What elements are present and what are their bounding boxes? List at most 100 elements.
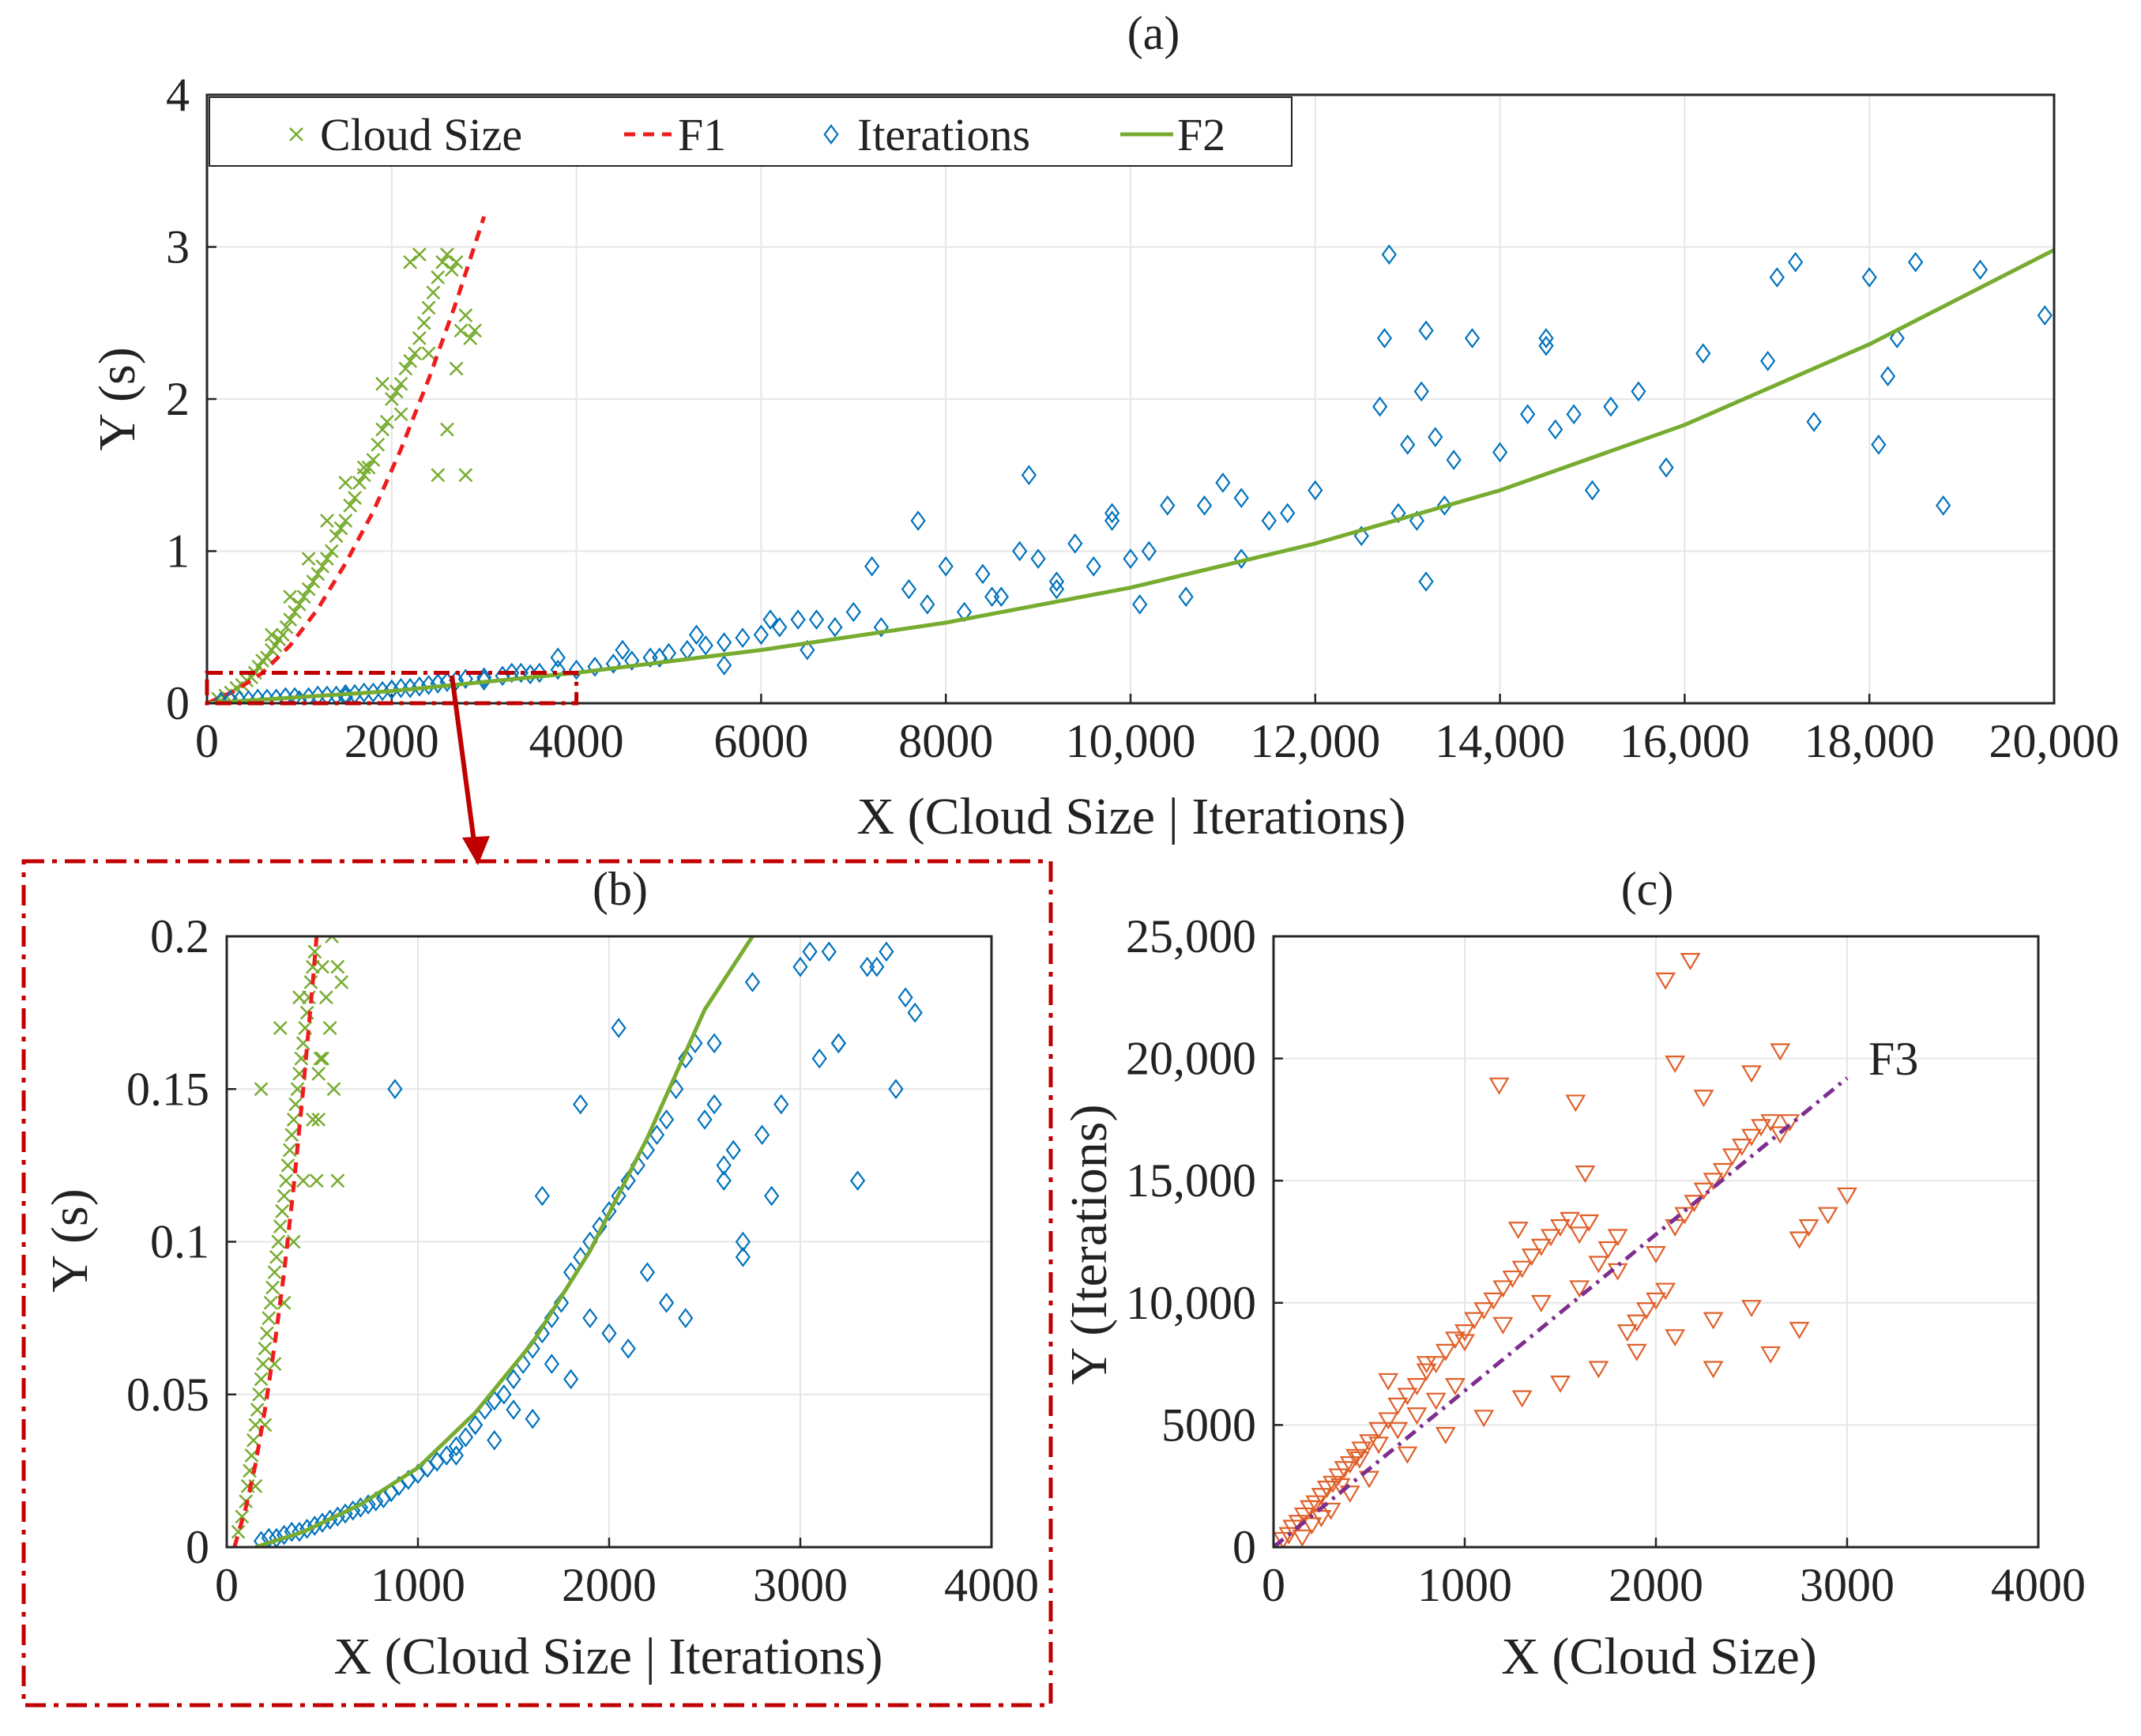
point-iterations-vs-cloud-size bbox=[1425, 1392, 1447, 1410]
point-cloud-size bbox=[371, 437, 386, 452]
panel-a-tick-labels: 0 2000 4000 6000 8000 10,000 12,000 14,000 16,00… bbox=[166, 69, 2120, 767]
point-iterations-vs-cloud-size bbox=[1741, 1300, 1762, 1318]
point-iterations bbox=[1413, 381, 1429, 402]
point-cloud-size bbox=[277, 1188, 292, 1203]
point-iterations-vs-cloud-size bbox=[1387, 1422, 1409, 1440]
point-cloud-size bbox=[366, 453, 381, 467]
panel-b-axes-frame bbox=[225, 935, 993, 1549]
point-iterations bbox=[384, 679, 400, 700]
plot-layer bbox=[1274, 953, 1857, 1547]
point-cloud-size bbox=[403, 353, 418, 368]
point-iterations bbox=[457, 1427, 474, 1448]
point-iterations bbox=[1788, 251, 1804, 273]
point-iterations bbox=[754, 1124, 770, 1146]
point-iterations-vs-cloud-size bbox=[1473, 1302, 1495, 1320]
point-iterations bbox=[1584, 480, 1601, 501]
point-cloud-size bbox=[306, 574, 321, 589]
point-iterations bbox=[1280, 503, 1296, 524]
legend-label-f1: F1 bbox=[678, 109, 726, 160]
point-iterations bbox=[1021, 465, 1037, 486]
point-cloud-size bbox=[267, 1265, 282, 1280]
point-cloud-size bbox=[393, 376, 408, 391]
point-iterations bbox=[1104, 503, 1120, 524]
panel-c: (c) 0 1000 2000 3000 4000 0 5000 10,000 15,000 20… bbox=[1060, 863, 2086, 1685]
point-iterations bbox=[1141, 540, 1157, 562]
point-iterations bbox=[1104, 510, 1120, 531]
point-cloud-size bbox=[375, 422, 389, 437]
point-iterations-vs-cloud-size bbox=[1741, 1128, 1762, 1147]
panel-b-xlabel: X (Cloud Size | Iterations) bbox=[333, 1628, 882, 1685]
point-iterations-vs-cloud-size bbox=[1712, 1162, 1733, 1181]
point-iterations-vs-cloud-size bbox=[1368, 1422, 1390, 1440]
point-iterations-vs-cloud-size bbox=[1817, 1207, 1838, 1225]
point-iterations-vs-cloud-size bbox=[1454, 1334, 1475, 1352]
point-iterations bbox=[821, 941, 837, 962]
x-tick-label: 20,000 bbox=[1989, 715, 2120, 767]
point-iterations bbox=[1233, 548, 1249, 569]
point-iterations-vs-cloud-size bbox=[1464, 1312, 1485, 1330]
point-cloud-size bbox=[431, 270, 446, 284]
point-iterations bbox=[615, 639, 630, 661]
point-iterations bbox=[735, 1231, 751, 1252]
point-iterations bbox=[1889, 328, 1905, 348]
point-cloud-size bbox=[463, 331, 478, 345]
point-iterations-vs-cloud-size bbox=[1560, 1211, 1581, 1230]
point-iterations bbox=[773, 1094, 789, 1115]
point-iterations bbox=[1048, 571, 1065, 592]
point-cloud-size bbox=[384, 392, 399, 406]
point-iterations-vs-cloud-size bbox=[1530, 1238, 1552, 1256]
y-tick-label: 0.2 bbox=[150, 910, 209, 962]
point-iterations bbox=[1936, 495, 1951, 516]
x-tick-label: 18,000 bbox=[1804, 715, 1935, 767]
point-iterations bbox=[1548, 419, 1563, 440]
point-cloud-size bbox=[468, 323, 482, 338]
point-iterations-vs-cloud-size bbox=[1305, 1495, 1326, 1513]
point-cloud-size bbox=[307, 944, 322, 959]
point-iterations bbox=[496, 1384, 512, 1405]
point-iterations bbox=[907, 1002, 923, 1023]
point-iterations bbox=[1436, 495, 1453, 516]
point-iterations bbox=[1030, 548, 1046, 569]
point-iterations bbox=[506, 1399, 521, 1420]
point-cloud-size bbox=[440, 247, 454, 262]
point-iterations-vs-cloud-size bbox=[1492, 1316, 1514, 1335]
point-cloud-size bbox=[380, 414, 394, 429]
point-iterations-vs-cloud-size bbox=[1387, 1397, 1409, 1415]
point-iterations-vs-cloud-size bbox=[1511, 1260, 1533, 1278]
point-iterations-vs-cloud-size bbox=[1779, 1114, 1800, 1132]
point-iterations bbox=[1538, 335, 1554, 356]
point-iterations bbox=[735, 1246, 751, 1267]
point-iterations bbox=[1418, 571, 1434, 592]
point-cloud-size bbox=[284, 1128, 299, 1143]
point-iterations bbox=[735, 627, 751, 649]
point-iterations bbox=[1538, 328, 1554, 348]
point-iterations bbox=[1381, 244, 1397, 265]
x-tick-label: 1000 bbox=[1417, 1559, 1512, 1611]
point-iterations bbox=[1390, 503, 1406, 524]
point-cloud-size bbox=[356, 460, 371, 475]
point-iterations-vs-cloud-size bbox=[1646, 1246, 1666, 1264]
point-iterations bbox=[1233, 488, 1249, 508]
point-iterations-vs-cloud-size bbox=[1507, 1222, 1529, 1240]
point-iterations bbox=[827, 616, 843, 638]
point-iterations-vs-cloud-size bbox=[1435, 1343, 1456, 1361]
point-iterations-vs-cloud-size bbox=[1655, 1282, 1676, 1301]
panel-c-ylabel: Y (Iterations) bbox=[1060, 1105, 1118, 1385]
point-iterations bbox=[525, 1408, 540, 1429]
point-iterations bbox=[487, 1429, 502, 1451]
point-cloud-size bbox=[265, 1280, 280, 1295]
point-iterations bbox=[1603, 396, 1619, 417]
point-iterations bbox=[1418, 320, 1434, 341]
point-iterations bbox=[605, 653, 621, 674]
point-iterations bbox=[550, 647, 566, 668]
point-cloud-size bbox=[458, 308, 473, 323]
y-tick-label: 0.05 bbox=[126, 1369, 209, 1421]
point-iterations bbox=[984, 586, 1000, 608]
point-iterations-vs-cloud-size bbox=[1569, 1226, 1590, 1245]
point-iterations-vs-cloud-size bbox=[1397, 1446, 1418, 1464]
point-cloud-size bbox=[301, 582, 316, 597]
point-cloud-size bbox=[311, 1113, 326, 1127]
legend-label-f2: F2 bbox=[1177, 109, 1225, 160]
point-iterations bbox=[292, 1521, 307, 1542]
point-iterations bbox=[1908, 251, 1924, 273]
